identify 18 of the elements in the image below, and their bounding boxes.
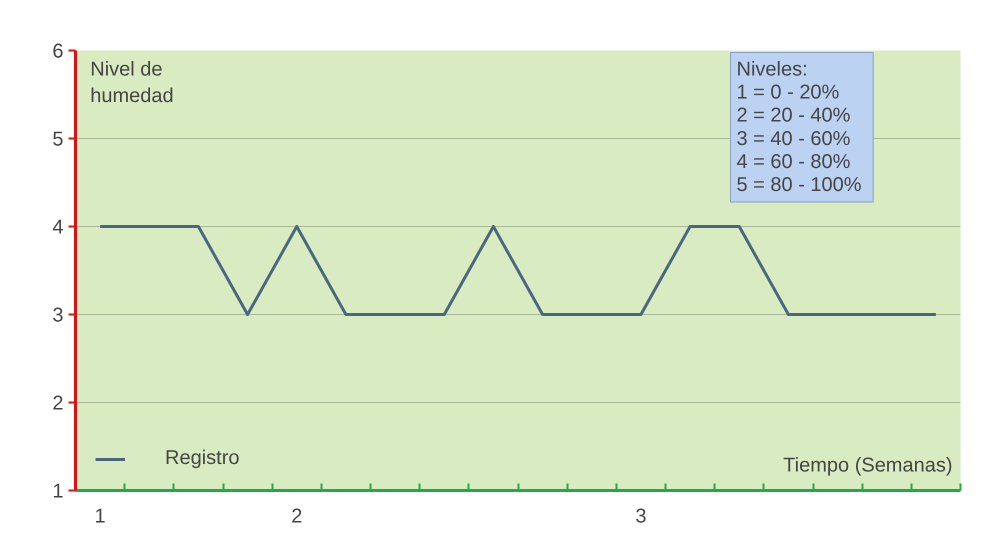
x-axis-title: Tiempo (Semanas) — [783, 454, 953, 476]
y-tick-label: 3 — [52, 304, 64, 326]
y-tick-label: 4 — [52, 216, 64, 238]
annotation: 2 = 20 - 40% — [736, 104, 851, 127]
y-axis-title: Nivel de humedad — [90, 58, 174, 107]
x-tick-label: 3 — [635, 506, 646, 528]
annotation: 4 = 60 - 80% — [736, 150, 851, 173]
y-tick-label: 1 — [52, 480, 64, 502]
annotation: 5 = 80 - 100% — [736, 174, 862, 196]
y-tick-label: 6 — [52, 40, 64, 62]
x-tick-label: 1 — [94, 506, 106, 528]
y-tick-label: 5 — [52, 128, 64, 150]
annotation: 3 = 40 - 60% — [736, 128, 851, 150]
legend-label: Registro — [165, 447, 240, 470]
y-tick-label: 2 — [52, 392, 64, 414]
x-tick-label: 2 — [291, 506, 302, 528]
annotation: Niveles: — [736, 58, 808, 80]
annotation: 1 = 0 - 20% — [736, 82, 840, 104]
